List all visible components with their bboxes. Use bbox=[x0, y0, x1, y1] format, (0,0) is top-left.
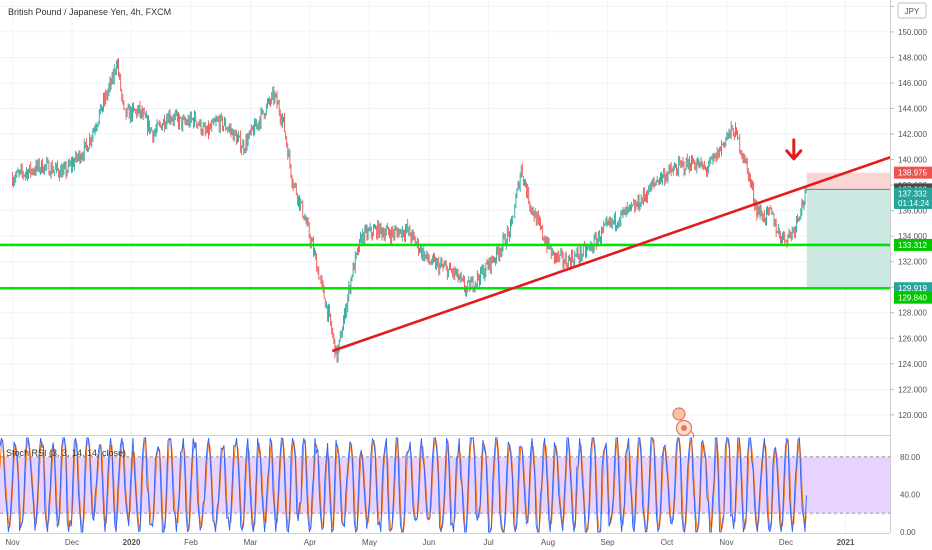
time-tick-label: Jun bbox=[423, 538, 436, 547]
candles bbox=[12, 58, 807, 363]
price-tick-label: 124.000 bbox=[898, 360, 927, 369]
svg-text:01:14:24: 01:14:24 bbox=[898, 199, 930, 208]
svg-text:129.840: 129.840 bbox=[898, 294, 927, 303]
time-tick-label: May bbox=[362, 538, 377, 547]
oscillator-axis-ticks: 80.00 40.00 0.00 bbox=[900, 453, 921, 537]
price-tick-label: 150.000 bbox=[898, 28, 927, 37]
time-tick-label: Oct bbox=[661, 538, 674, 547]
price-tick-label: 126.000 bbox=[898, 334, 927, 343]
svg-text:138.975: 138.975 bbox=[898, 169, 927, 178]
price-badge: 138.975 bbox=[894, 166, 932, 179]
price-tick-label: 146.000 bbox=[898, 79, 927, 88]
time-tick-label: Dec bbox=[65, 538, 79, 547]
time-tick-label: 2020 bbox=[123, 538, 141, 547]
sell-arrow-icon[interactable] bbox=[785, 138, 803, 161]
time-axis[interactable]: Nov Dec 2020 Feb Mar Apr May Jun Jul Aug Sep Oct Nov… bbox=[0, 533, 890, 548]
time-tick-label: Dec bbox=[779, 538, 793, 547]
price-badges: 138.975137.662137.33201:14:24133.312129.… bbox=[894, 166, 932, 304]
price-tick-label: 132.000 bbox=[898, 258, 927, 267]
position-zones[interactable] bbox=[806, 172, 932, 290]
price-tick-label: 140.000 bbox=[898, 156, 927, 165]
time-tick-label: Apr bbox=[304, 538, 317, 547]
price-tick-label: 128.000 bbox=[898, 309, 927, 318]
oscillator-tick-label: 80.00 bbox=[900, 453, 921, 462]
price-tick-label: 142.000 bbox=[898, 130, 927, 139]
currency-button[interactable]: JPY bbox=[897, 2, 927, 19]
trendline[interactable] bbox=[331, 134, 932, 353]
svg-text:137.332: 137.332 bbox=[898, 190, 927, 199]
time-tick-label: Nov bbox=[719, 538, 733, 547]
svg-text:129.919: 129.919 bbox=[898, 284, 927, 293]
stoch-lines bbox=[0, 436, 807, 533]
symbol-title: British Pound / Japanese Yen, 4h, FXCM bbox=[8, 7, 171, 17]
price-tick-label: 122.000 bbox=[898, 385, 927, 394]
time-tick-label: Aug bbox=[541, 538, 555, 547]
time-axis-ticks: Nov Dec 2020 Feb Mar Apr May Jun Jul Aug Sep Oct Nov… bbox=[5, 538, 855, 547]
price-badge: 129.840 bbox=[894, 291, 932, 304]
price-badge: 01:14:24 bbox=[894, 196, 932, 209]
price-tick-label: 134.000 bbox=[898, 232, 927, 241]
take-profit-zone[interactable] bbox=[806, 189, 932, 290]
time-tick-label: Sep bbox=[600, 538, 615, 547]
oscillator-tick-label: 0.00 bbox=[900, 528, 916, 537]
currency-label: JPY bbox=[905, 7, 920, 16]
price-tick-label: 136.000 bbox=[898, 207, 927, 216]
price-badge: 137.332 bbox=[894, 187, 932, 200]
price-tick-label: 144.000 bbox=[898, 105, 927, 114]
oscillator-pane[interactable]: Stoch RSI (3, 3, 14, 14, close) bbox=[0, 436, 890, 533]
time-tick-label: Mar bbox=[244, 538, 258, 547]
price-tick-label: 120.000 bbox=[898, 411, 927, 420]
stop-loss-zone[interactable] bbox=[806, 172, 932, 190]
price-badge: 129.919 bbox=[894, 282, 932, 295]
drawing-overlays[interactable] bbox=[0, 134, 932, 353]
time-tick-label: Nov bbox=[5, 538, 19, 547]
oscillator-title: Stoch RSI (3, 3, 14, 14, close) bbox=[6, 448, 126, 458]
oscillator-tick-label: 40.00 bbox=[900, 490, 921, 499]
stoch-k-line bbox=[0, 436, 807, 533]
time-tick-label: Feb bbox=[184, 538, 198, 547]
main-pane[interactable]: British Pound / Japanese Yen, 4h, FXCM bbox=[0, 0, 932, 533]
mascot-icon[interactable] bbox=[672, 407, 695, 439]
price-tick-label: 148.000 bbox=[898, 53, 927, 62]
price-axis[interactable]: 152.000150.000148.000146.000144.000142.0… bbox=[890, 0, 932, 537]
price-badge: 133.312 bbox=[894, 238, 932, 251]
time-tick-label: 2021 bbox=[837, 538, 855, 547]
svg-text:133.312: 133.312 bbox=[898, 241, 927, 250]
time-tick-label: Jul bbox=[483, 538, 493, 547]
